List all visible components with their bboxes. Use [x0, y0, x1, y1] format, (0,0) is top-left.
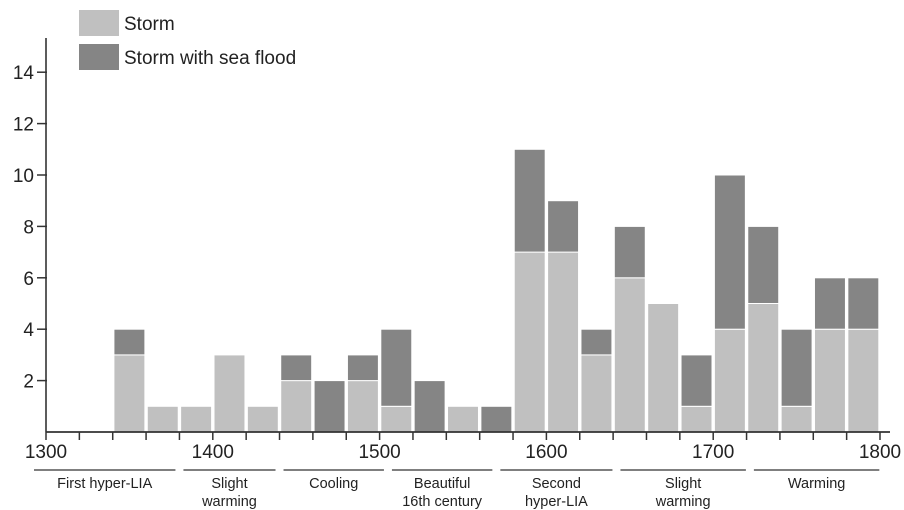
period-label-4: Second hyper-LIA [525, 476, 588, 510]
y-tick-label-2: 2 [23, 372, 34, 393]
bar-storm-1700 [713, 328, 746, 433]
bar-sea-flood-1700 [713, 174, 746, 330]
bar-sea-flood-1780 [847, 277, 880, 330]
legend-label-1: Storm with sea flood [124, 48, 296, 69]
legend-swatch-1 [79, 44, 119, 70]
x-tick-label-1700: 1700 [692, 442, 734, 463]
bar-storm-1540 [447, 405, 479, 433]
period-label-line: Warming [788, 476, 845, 492]
bar-sea-flood-1760 [813, 277, 846, 330]
bar-sea-flood-1520 [413, 380, 446, 433]
bar-storm-1480 [346, 380, 379, 433]
bar-storm-1740 [780, 405, 813, 433]
bar-storm-1660 [647, 303, 680, 433]
bar-storm-1640 [613, 277, 646, 433]
period-label-line: Slight [211, 476, 247, 492]
bar-sea-flood-1460 [313, 380, 346, 433]
bar-sea-flood-1440 [280, 354, 313, 382]
bar-sea-flood-1340 [113, 328, 146, 356]
bar-storm-1360 [146, 405, 179, 433]
bar-sea-flood-1680 [680, 354, 713, 407]
y-tick-label-6: 6 [23, 269, 34, 290]
bar-storm-1400 [213, 354, 246, 433]
bar-storm-1600 [547, 251, 580, 433]
bar-storm-1760 [813, 328, 846, 433]
period-label-1: Slight warming [201, 476, 257, 510]
bar-sea-flood-1480 [346, 354, 379, 382]
period-label-line: First hyper-LIA [57, 476, 152, 492]
bars [113, 148, 880, 433]
bar-sea-flood-1720 [747, 225, 780, 304]
period-label-5: Slight warming [655, 476, 711, 510]
period-label-6: Warming [788, 476, 845, 492]
bar-sea-flood-1500 [380, 328, 413, 407]
bar-storm-1680 [680, 405, 713, 433]
y-tick-label-8: 8 [23, 217, 34, 238]
y-axis: 2 4 6 8 10 12 14 [13, 38, 47, 432]
bar-storm-1720 [747, 303, 780, 433]
period-label-line: Beautiful [414, 476, 470, 492]
x-tick-label-1800: 1800 [859, 442, 901, 463]
x-tick-label-1600: 1600 [525, 442, 567, 463]
period-label-line: 16th century [402, 494, 483, 510]
period-label-line: Cooling [309, 476, 358, 492]
y-tick-label-10: 10 [13, 166, 34, 187]
legend: Storm Storm with sea flood [79, 10, 296, 70]
period-label-line: warming [201, 494, 257, 510]
bar-storm-1580 [513, 251, 546, 433]
bar-sea-flood-1600 [547, 200, 580, 253]
bar-storm-1500 [380, 405, 413, 433]
period-label-line: Slight [665, 476, 701, 492]
bar-storm-1420 [246, 405, 279, 433]
y-tick-label-4: 4 [23, 320, 34, 341]
bar-sea-flood-1640 [613, 225, 646, 279]
bar-sea-flood-1580 [513, 148, 546, 253]
x-tick-label-1300: 1300 [25, 442, 67, 463]
x-tick-label-1500: 1500 [358, 442, 400, 463]
period-label-line: warming [655, 494, 711, 510]
bar-storm-1340 [113, 354, 146, 433]
period-label-line: Second [532, 476, 581, 492]
period-label-0: First hyper-LIA [57, 476, 152, 492]
bar-storm-1780 [847, 328, 880, 433]
period-label-3: Beautiful 16th century [402, 476, 483, 510]
bar-storm-1440 [280, 380, 313, 433]
period-annotations: First hyper-LIA Slight warming Cooling Beaut… [34, 469, 880, 510]
bar-sea-flood-1620 [580, 328, 613, 356]
y-tick-label-14: 14 [13, 63, 35, 84]
legend-label-0: Storm [124, 14, 175, 35]
bar-sea-flood-1560 [480, 405, 513, 433]
period-label-2: Cooling [309, 476, 358, 492]
y-tick-label-12: 12 [13, 115, 34, 136]
x-tick-label-1400: 1400 [192, 442, 234, 463]
period-label-line: hyper-LIA [525, 494, 588, 510]
bar-storm-1620 [580, 354, 613, 433]
bar-storm-1380 [180, 405, 213, 433]
legend-swatch-0 [79, 10, 119, 36]
x-axis: 1300 1400 1500 1600 1700 1800 [25, 431, 901, 463]
bar-sea-flood-1740 [780, 328, 813, 407]
